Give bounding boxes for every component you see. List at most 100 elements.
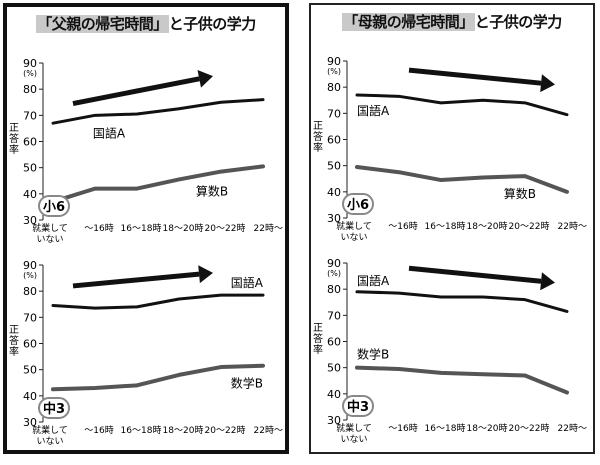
x-tick-label: 22時〜 <box>558 221 587 232</box>
panel-title-rest: と子供の学力 <box>474 13 563 31</box>
trend-arrow-shaft <box>408 67 542 86</box>
x-tick-label: 16〜18時 <box>121 425 162 436</box>
y-tick-label: 90 <box>327 55 341 68</box>
grade-badge-label: 中3 <box>43 401 65 417</box>
series-label: 国語A <box>357 273 390 288</box>
trend-arrow-shaft <box>72 76 200 107</box>
series-label: 国語A <box>231 275 264 290</box>
x-tick-label: 就業していない <box>32 424 68 447</box>
series-label: 国語A <box>93 125 126 140</box>
trend-arrow-shaft <box>408 265 542 284</box>
y-tick-label: 70 <box>327 107 341 120</box>
y-tick-label: 40 <box>327 388 341 401</box>
grade-badge <box>38 195 70 217</box>
y-axis-label-char: 正 <box>9 325 19 336</box>
x-tick-label: 就業していない <box>32 222 68 243</box>
y-tick-label: 50 <box>23 364 37 377</box>
y-tick-label: 40 <box>327 186 341 199</box>
x-tick-label: 16〜18時 <box>425 221 466 232</box>
series-line-1 <box>51 164 265 204</box>
x-tick-label: 20〜22時 <box>509 423 550 434</box>
y-tick-label: 40 <box>23 390 37 403</box>
y-axis-label-char: 正 <box>313 323 323 334</box>
y-tick-label: 90 <box>327 257 341 270</box>
y-unit-label: (%) <box>23 69 37 78</box>
y-tick-label: 30 <box>23 214 37 227</box>
x-tick-label: 20〜22時 <box>509 221 550 232</box>
y-axis-label-char: 答 <box>9 132 19 145</box>
y-tick-label: 90 <box>23 259 37 272</box>
y-tick-label: 40 <box>23 188 37 201</box>
x-tick-label: 18〜20時 <box>467 221 508 232</box>
y-tick-label: 80 <box>23 83 37 96</box>
y-tick-label: 50 <box>327 362 341 375</box>
grade-badge-label: 小6 <box>43 200 65 215</box>
y-axis-label-char: 正 <box>9 123 19 134</box>
x-tick-label: 20〜22時 <box>205 223 246 234</box>
x-tick-label: 16〜18時 <box>425 423 466 434</box>
trend-arrow-head <box>540 74 555 93</box>
trend-arrow-shaft <box>72 271 200 289</box>
y-tick-label: 30 <box>327 212 341 225</box>
series-label: 数学B <box>231 376 263 391</box>
y-axis-label-char: 率 <box>9 143 19 156</box>
series-line-0 <box>355 290 569 313</box>
series-line-0 <box>355 93 569 117</box>
series-line-0 <box>51 98 265 125</box>
y-tick-label: 30 <box>23 416 37 429</box>
y-unit-label: (%) <box>327 67 341 76</box>
x-tick-label: 18〜20時 <box>163 425 204 436</box>
grade-badge <box>38 397 70 419</box>
y-tick-label: 60 <box>327 134 341 147</box>
x-tick-label: 〜16時 <box>388 221 417 232</box>
y-axis-label-char: 率 <box>313 141 323 154</box>
panel-title-main: 「母親の帰宅時間」 <box>342 13 475 31</box>
mother-panel: 「母親の帰宅時間」と子供の学力 90 80 70 60 50 40 30 (%) 正答率就業して… <box>309 3 595 454</box>
trend-arrow-head <box>198 265 213 284</box>
y-tick-label: 80 <box>23 285 37 298</box>
y-tick-label: 70 <box>23 109 37 122</box>
x-tick-label: 18〜20時 <box>467 423 508 434</box>
trend-arrow-head <box>540 272 555 291</box>
y-tick-label: 50 <box>327 160 341 173</box>
y-axis-label-char: 率 <box>313 343 323 356</box>
y-tick-label: 60 <box>23 136 37 149</box>
grade-badge <box>342 193 374 215</box>
grade-badge <box>342 395 374 417</box>
y-axis-label-char: 答 <box>313 332 323 345</box>
y-tick-label: 70 <box>327 309 341 322</box>
y-tick-label: 50 <box>23 162 37 175</box>
grade-badge-label: 中3 <box>347 399 369 415</box>
y-tick-label: 60 <box>23 338 37 351</box>
x-tick-label: 16〜18時 <box>121 223 162 234</box>
y-tick-label: 30 <box>327 414 341 427</box>
panel-title-rest: と子供の学力 <box>168 15 257 33</box>
grade-badge-label: 小6 <box>347 198 369 213</box>
y-unit-label: (%) <box>327 269 341 278</box>
x-tick-label: 22時〜 <box>558 423 587 434</box>
y-axis-label-char: 率 <box>9 345 19 358</box>
y-tick-label: 90 <box>23 57 37 70</box>
series-label: 算数B <box>504 186 536 201</box>
x-tick-label: 〜16時 <box>84 223 113 234</box>
x-tick-label: 18〜20時 <box>163 223 204 234</box>
x-tick-label: 〜16時 <box>84 425 113 436</box>
series-line-1 <box>355 365 569 395</box>
x-tick-label: 20〜22時 <box>205 425 246 436</box>
y-axis-label-char: 正 <box>313 121 323 132</box>
series-label: 数学B <box>357 347 389 362</box>
panel-title: 「母親の帰宅時間」と子供の学力 <box>311 11 593 32</box>
x-tick-label: 就業していない <box>336 220 372 241</box>
y-unit-label: (%) <box>23 271 37 280</box>
series-line-1 <box>51 363 265 392</box>
father-panel: 「父親の帰宅時間」と子供の学力 90 80 70 60 50 40 30 (%) 正答率就業して… <box>3 3 289 454</box>
series-label: 算数B <box>196 184 228 199</box>
trend-arrow-head <box>197 69 213 88</box>
panel-title: 「父親の帰宅時間」と子供の学力 <box>7 13 285 34</box>
x-tick-label: 〜16時 <box>388 423 417 434</box>
x-tick-label: 22時〜 <box>254 425 283 436</box>
